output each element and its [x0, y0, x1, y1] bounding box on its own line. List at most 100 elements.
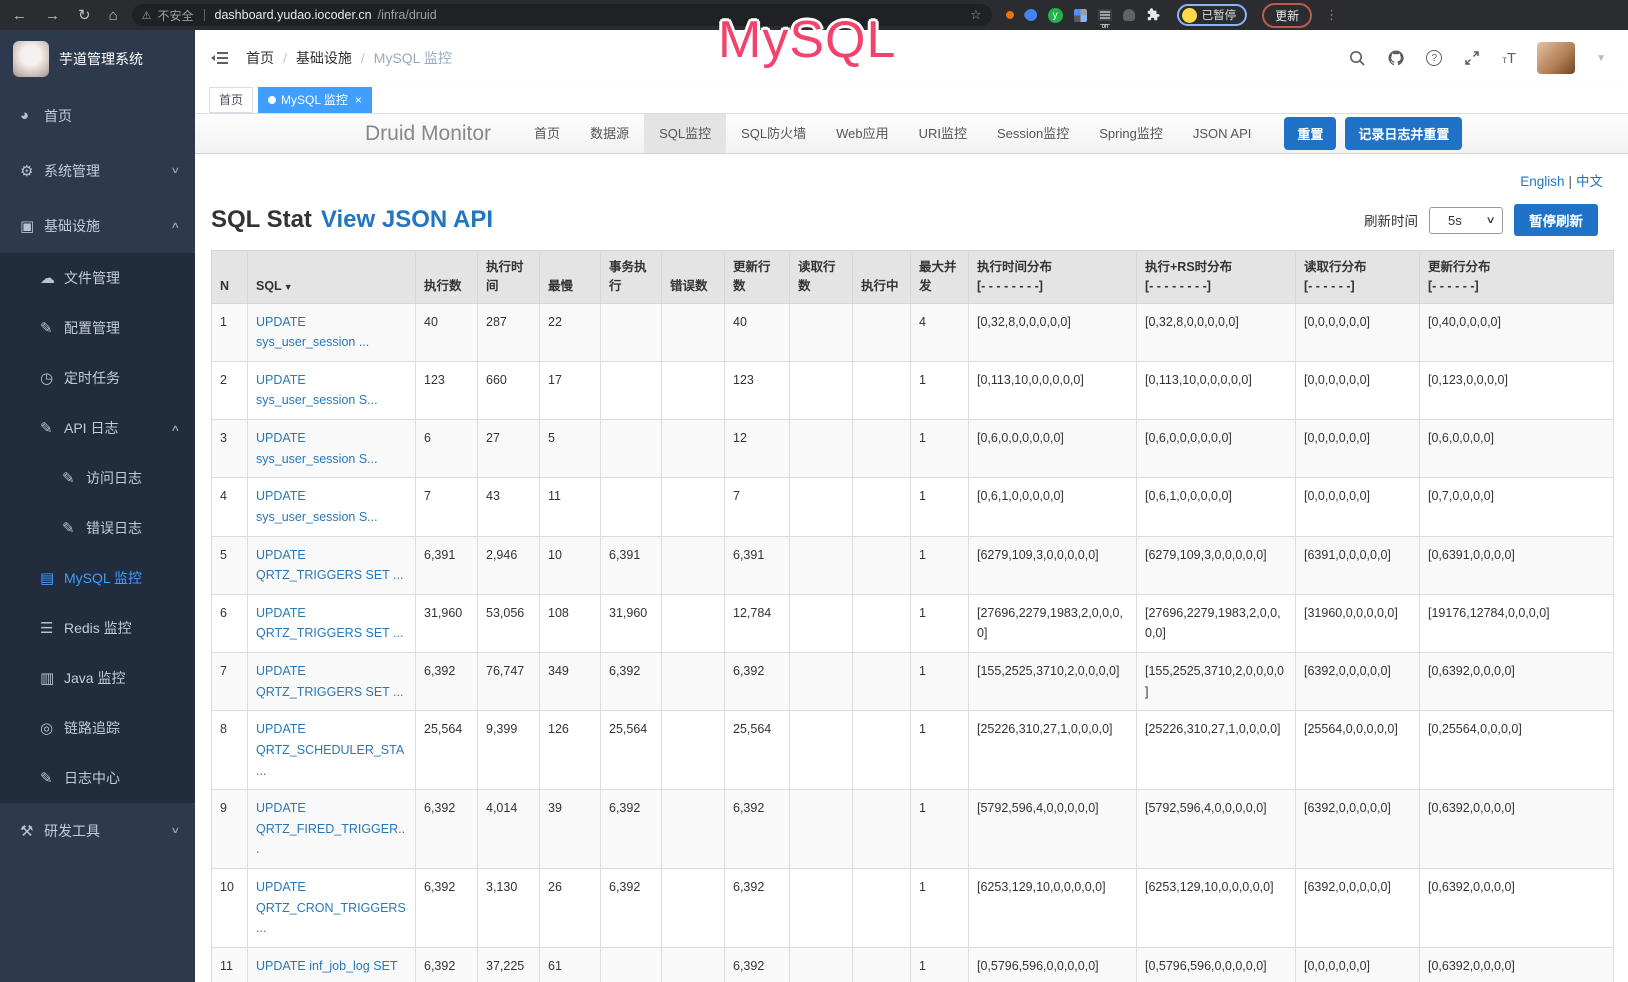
column-header-running[interactable]: 执行中 — [852, 250, 911, 304]
github-icon[interactable] — [1387, 49, 1405, 67]
sql-link[interactable]: UPDATE sys_user_session S... — [256, 431, 378, 466]
home-icon[interactable]: ⌂ — [108, 6, 118, 24]
sql-link[interactable]: UPDATE inf_job_log SET e... — [256, 958, 398, 982]
sql-link[interactable]: UPDATE QRTZ_SCHEDULER_STA... — [256, 722, 405, 778]
url-bar[interactable]: ⚠ 不安全 dashboard.yudao.iocoder.cn/infra/d… — [131, 4, 992, 26]
reset-button[interactable]: 重置 — [1284, 117, 1337, 150]
bookmark-star-icon[interactable]: ☆ — [969, 7, 982, 22]
sql-link[interactable]: UPDATE QRTZ_TRIGGERS SET ... — [256, 664, 404, 699]
extensions-puzzle-icon[interactable] — [1146, 8, 1160, 22]
refresh-interval-select[interactable]: 5s ∨ — [1429, 206, 1503, 234]
sql-link[interactable]: UPDATE sys_user_session S... — [256, 489, 378, 524]
sidebar-item-error-log[interactable]: ✎ 错误日志 — [0, 503, 195, 553]
extension-profile-icon[interactable] — [1122, 9, 1135, 21]
column-header-slowest[interactable]: 最慢 — [539, 250, 601, 304]
druid-nav-URI监控[interactable]: URI监控 — [918, 126, 967, 141]
column-header-read-rows[interactable]: 读取行数 — [789, 250, 853, 304]
extension-list-icon[interactable]: on — [1097, 9, 1112, 29]
sidebar-collapse-icon[interactable] — [210, 48, 230, 68]
back-icon[interactable]: ← — [12, 6, 27, 24]
sql-link[interactable]: UPDATE QRTZ_CRON_TRIGGERS... — [256, 880, 406, 936]
column-header-error-count[interactable]: 错误数 — [661, 250, 725, 304]
sql-link[interactable]: UPDATE sys_user_session ... — [256, 314, 370, 350]
sidebar-item-api-log[interactable]: ✎ API 日志 ∧ — [0, 403, 195, 453]
column-header-exec-time-dist[interactable]: 执行时间分布 [- - - - - - - -] — [968, 250, 1137, 304]
column-header-max-concurrent[interactable]: 最大并发 — [910, 250, 969, 304]
fullscreen-icon[interactable] — [1463, 49, 1481, 67]
cell-update-rows-dist: [0,25564,0,0,0,0] — [1419, 710, 1614, 791]
tab-MySQL 监控[interactable]: MySQL 监控 × — [258, 86, 372, 113]
browser-menu-icon[interactable]: ⋮ — [1325, 7, 1339, 22]
help-icon[interactable]: ? — [1426, 50, 1443, 66]
lang-chinese-link[interactable]: 中文 — [1576, 174, 1603, 189]
druid-buttons: 重置 记录日志并重置 — [1284, 117, 1463, 150]
cell-running — [852, 360, 911, 421]
sidebar-item-config-mgmt[interactable]: ✎ 配置管理 — [0, 303, 195, 353]
sql-link[interactable]: UPDATE sys_user_session S... — [256, 372, 378, 408]
column-header-update-rows-dist[interactable]: 更新行分布 [- - - - - -] — [1419, 250, 1614, 304]
sql-link[interactable]: UPDATE QRTZ_TRIGGERS SET ... — [256, 547, 404, 583]
sidebar-item-infra[interactable]: ▣ 基础设施 ∧ — [0, 198, 195, 253]
column-header-sql[interactable]: SQL ▼ — [247, 250, 416, 304]
chevron-down-icon: ∨ — [170, 825, 181, 835]
column-header-update-rows[interactable]: 更新行数 — [724, 250, 790, 304]
sidebar-item-file-mgmt[interactable]: ☁ 文件管理 — [0, 253, 195, 303]
sidebar-item-java[interactable]: ▥ Java 监控 — [0, 653, 195, 703]
cell-exec-time-dist: [6279,109,3,0,0,0,0,0] — [968, 535, 1137, 595]
druid-nav-首页[interactable]: 首页 — [534, 126, 561, 141]
druid-nav-JSON API[interactable]: JSON API — [1192, 126, 1252, 141]
cell-read-rows — [789, 868, 853, 948]
druid-nav-SQL防火墙[interactable]: SQL防火墙 — [741, 126, 807, 141]
druid-nav-数据源[interactable]: 数据源 — [590, 126, 630, 141]
sql-link[interactable]: UPDATE QRTZ_FIRED_TRIGGER... — [256, 801, 406, 857]
sidebar-item-system[interactable]: ⚙ 系统管理 ∨ — [0, 143, 195, 198]
sidebar-item-label: 定时任务 — [64, 370, 120, 386]
breadcrumb-item[interactable]: 基础设施 — [295, 50, 352, 66]
extension-green-icon[interactable]: y — [1047, 7, 1063, 23]
view-json-api-link[interactable]: View JSON API — [320, 206, 493, 233]
column-header-read-rows-dist[interactable]: 读取行分布 [- - - - - -] — [1295, 250, 1420, 304]
column-header-exec-count[interactable]: 执行数 — [415, 250, 478, 304]
sidebar-item-redis[interactable]: ☰ Redis 监控 — [0, 603, 195, 653]
breadcrumb: 首页 / 基础设施 / MySQL 监控 — [246, 48, 452, 68]
font-size-icon[interactable]: тT — [1502, 49, 1517, 67]
extension-pin-icon[interactable] — [1022, 6, 1040, 24]
sidebar-item-dev-tools[interactable]: ⚒ 研发工具 ∨ — [0, 803, 195, 858]
column-header-exec-time[interactable]: 执行时间 — [477, 250, 540, 304]
druid-nav-Web应用[interactable]: Web应用 — [836, 126, 889, 141]
sidebar-item-trace[interactable]: ◎ 链路追踪 — [0, 703, 195, 753]
search-icon[interactable] — [1348, 49, 1366, 67]
column-header-row-number[interactable]: N — [211, 250, 248, 304]
sidebar-item-cron-job[interactable]: ◷ 定时任务 — [0, 353, 195, 403]
sidebar-item-access-log[interactable]: ✎ 访问日志 — [0, 453, 195, 503]
cell-running — [852, 418, 911, 479]
cell-slowest: 17 — [539, 360, 601, 421]
browser-profile-chip[interactable]: 已暂停 — [1176, 4, 1248, 26]
breadcrumb-item[interactable]: 首页 — [246, 50, 274, 66]
druid-nav-Session监控[interactable]: Session监控 — [997, 126, 1070, 141]
cell-txn-exec — [600, 418, 662, 479]
druid-nav-SQL监控[interactable]: SQL监控 — [644, 114, 727, 153]
chevron-down-icon[interactable]: ▼ — [1596, 52, 1606, 64]
reload-icon[interactable]: ↻ — [78, 6, 91, 24]
column-header-exec-rs-dist[interactable]: 执行+RS时分布 [- - - - - - - -] — [1136, 250, 1296, 304]
close-icon[interactable]: × — [354, 92, 362, 107]
forward-icon[interactable]: → — [45, 6, 60, 24]
sidebar-item-home[interactable]: ◕ 首页 — [0, 88, 195, 143]
druid-nav-Spring监控[interactable]: Spring监控 — [1099, 126, 1163, 141]
table-row: 9 UPDATE QRTZ_FIRED_TRIGGER... 6,392 4,014 3… — [211, 789, 1614, 869]
column-header-range: [- - - - - -] — [1428, 278, 1479, 293]
lang-english-link[interactable]: English — [1520, 174, 1565, 189]
extension-grid-icon[interactable] — [1073, 8, 1087, 22]
log-and-reset-button[interactable]: 记录日志并重置 — [1345, 117, 1463, 150]
extension-donut-icon[interactable] — [1005, 11, 1014, 19]
column-header-txn-exec[interactable]: 事务执行 — [600, 250, 662, 304]
sql-link[interactable]: UPDATE QRTZ_TRIGGERS SET ... — [256, 605, 404, 641]
browser-update-button[interactable]: 更新 — [1262, 2, 1313, 28]
pause-refresh-button[interactable]: 暂停刷新 — [1514, 204, 1598, 236]
cell-exec-time: 37,225 — [477, 946, 540, 982]
sidebar-item-mysql[interactable]: ▤ MySQL 监控 — [0, 553, 195, 603]
sidebar-item-log-center[interactable]: ✎ 日志中心 — [0, 753, 195, 803]
user-avatar[interactable] — [1537, 42, 1576, 74]
tab-首页[interactable]: 首页 — [209, 86, 254, 113]
